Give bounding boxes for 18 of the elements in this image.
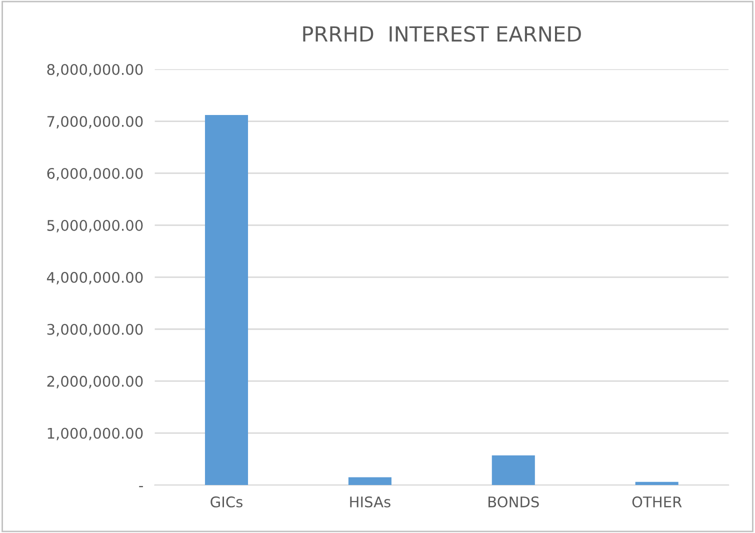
y-tick-label: 6,000,000.00 (47, 168, 143, 180)
y-tick-label: 7,000,000.00 (47, 116, 143, 128)
chart-title: PRRHD INTEREST EARNED (303, 26, 581, 42)
bar (348, 477, 392, 486)
x-tick-label: BONDS (488, 496, 539, 508)
x-tick-label: GICs (210, 496, 242, 508)
x-tick-label: OTHER (632, 496, 682, 508)
y-tick-label: - (139, 486, 143, 488)
y-tick-label: 2,000,000.00 (47, 376, 143, 388)
bar (635, 482, 678, 486)
y-tick-label: 8,000,000.00 (47, 64, 143, 77)
y-tick-label: 4,000,000.00 (46, 272, 143, 284)
y-tick-label: 5,000,000.00 (47, 220, 143, 232)
bar (492, 455, 535, 486)
y-tick-label: 1,000,000.00 (48, 428, 143, 440)
bar (204, 115, 248, 486)
x-tick-label: HISAs (350, 496, 390, 508)
y-tick-label: 3,000,000.00 (47, 324, 143, 336)
